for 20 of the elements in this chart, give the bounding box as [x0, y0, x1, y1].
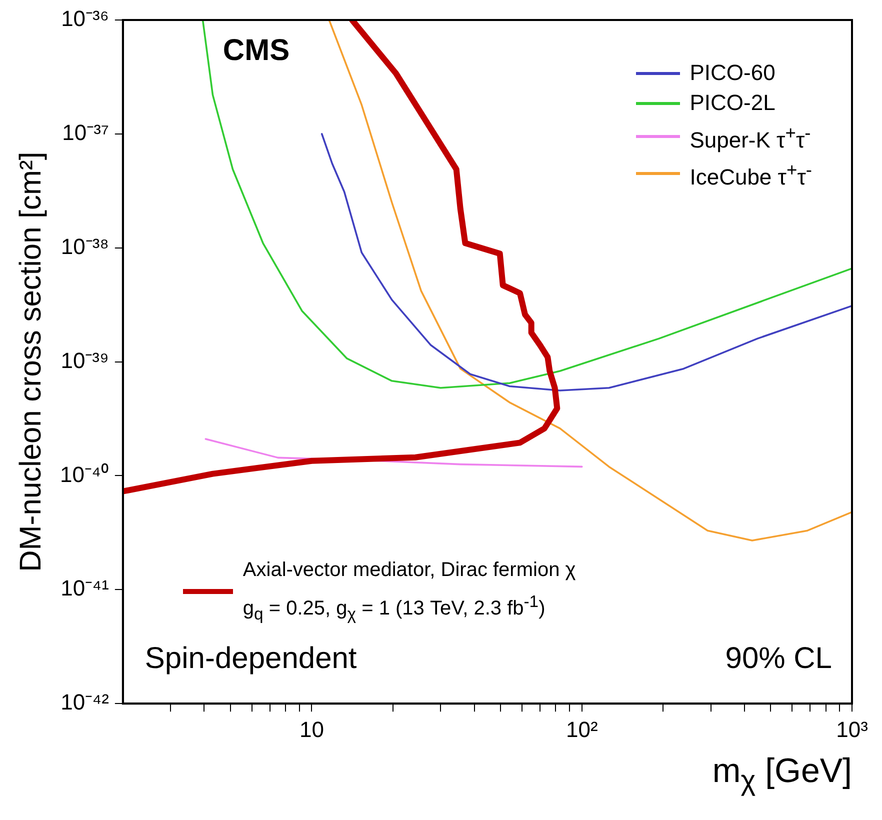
x-tick-label: 10: [299, 716, 324, 742]
x-axis-title: m$_{χ}$ [GeV]: [712, 752, 852, 798]
legend-label: IceCube τ$^{+}$τ$^{-}$: [690, 158, 812, 192]
y-tick-label: 10⁻³⁶: [61, 6, 109, 32]
annotation: Spin-dependent: [144, 642, 357, 676]
annotation: CMS: [222, 34, 290, 68]
x-tick-label: 10³: [836, 716, 868, 742]
legend-label: Super-K τ$^{+}$τ$^{-}$: [690, 121, 811, 154]
annotation: 90% CL: [725, 642, 832, 676]
legend-label: PICO-2L: [690, 89, 776, 117]
legend-label: Axial-vector mediator, Dirac fermion χ g$_{q}$ = 0.25, g$_{χ}$ = 1 (13 TeV, 2.3 fb$^{-1}$): [242, 558, 576, 626]
y-tick-label: 10⁻³⁷: [62, 120, 109, 145]
y-tick-label: 10⁻³⁸: [60, 234, 109, 259]
x-tick-label: 10²: [566, 716, 598, 742]
y-tick-label: 10⁻³⁹: [60, 348, 109, 373]
legend-label: PICO-60: [690, 59, 776, 87]
y-tick-label: 10⁻⁴¹: [60, 576, 109, 601]
y-tick-label: 10⁻⁴²: [60, 690, 109, 715]
y-tick-label: 10⁻⁴⁰: [60, 462, 109, 487]
y-axis-title: DM-nucleon cross section [cm²]: [14, 152, 48, 572]
